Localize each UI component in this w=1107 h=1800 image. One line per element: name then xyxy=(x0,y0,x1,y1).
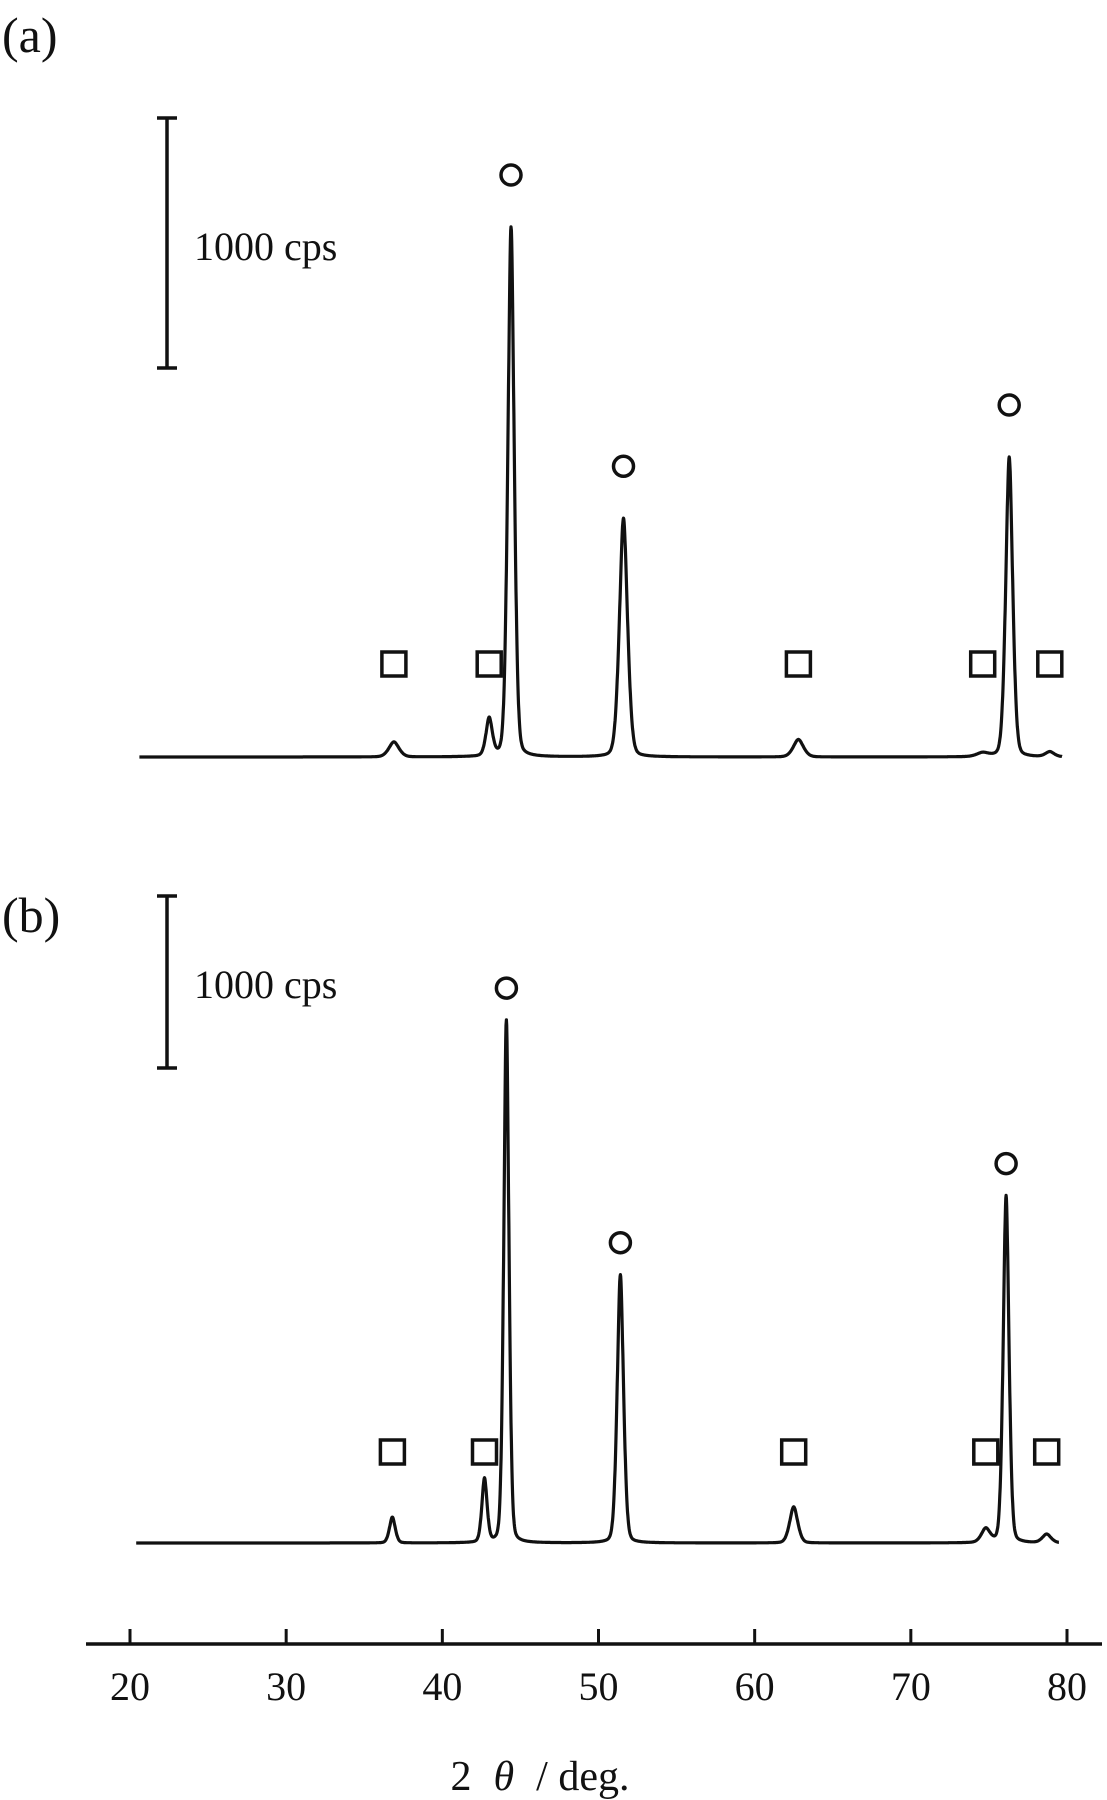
panel-b-label: (b) xyxy=(2,887,60,943)
panel-b-trace xyxy=(135,1018,1061,1545)
x-tick-label-50: 50 xyxy=(579,1664,619,1709)
panel-b-square-marker-0 xyxy=(378,1438,407,1466)
panel-a-circle-marker-2 xyxy=(499,163,523,187)
x-axis-label-symbol: θ xyxy=(494,1754,515,1800)
x-axis-label-prefix: 2 xyxy=(451,1754,472,1800)
panel-b-square-marker-5 xyxy=(972,1438,1000,1466)
x-tick-label-20: 20 xyxy=(110,1664,150,1709)
panel-a-markers xyxy=(380,163,1064,678)
panel-a-label: (a) xyxy=(2,7,58,63)
panel-a-trace xyxy=(138,225,1064,759)
x-axis-label: 2 θ / deg. xyxy=(451,1754,630,1800)
panel-b-circle-marker-6 xyxy=(994,1151,1018,1176)
panel-b-circle-marker-3 xyxy=(608,1230,633,1255)
x-tick-label-60: 60 xyxy=(735,1664,775,1709)
panel-b-scale-bar: 1000 cps xyxy=(157,894,337,1070)
panel-b-markers xyxy=(378,976,1061,1466)
x-tick-label-30: 30 xyxy=(266,1664,306,1709)
panel-b-square-marker-4 xyxy=(779,1438,808,1466)
panel-a-scale-bar-label: 1000 cps xyxy=(194,224,337,269)
x-tick-label-80: 80 xyxy=(1047,1664,1087,1709)
panel-a-square-marker-4 xyxy=(784,650,813,678)
panel-a: (a) 1000 cps xyxy=(2,7,1064,759)
panel-a-circle-marker-3 xyxy=(611,454,636,479)
panel-b-scale-bar-label: 1000 cps xyxy=(194,962,337,1007)
panel-b: (b) 1000 cps xyxy=(2,887,1061,1545)
panel-a-square-marker-7 xyxy=(1036,650,1064,678)
x-tick-label-40: 40 xyxy=(422,1664,462,1709)
panel-a-circle-marker-6 xyxy=(997,393,1021,417)
panel-a-square-marker-0 xyxy=(380,650,408,678)
panel-a-square-marker-1 xyxy=(475,650,503,678)
x-axis-label-unit: / deg. xyxy=(536,1754,629,1800)
panel-b-square-marker-7 xyxy=(1032,1438,1061,1466)
panel-b-circle-marker-2 xyxy=(494,976,519,1000)
panel-b-square-marker-1 xyxy=(470,1438,499,1466)
panel-a-scale-bar: 1000 cps xyxy=(157,116,337,370)
x-tick-label-70: 70 xyxy=(891,1664,931,1709)
x-axis-ticks: 20 30 40 50 60 70 80 xyxy=(110,1629,1087,1709)
x-axis: 20 30 40 50 60 70 80 2 θ / deg. xyxy=(86,1629,1102,1800)
panel-a-square-marker-5 xyxy=(968,650,997,678)
